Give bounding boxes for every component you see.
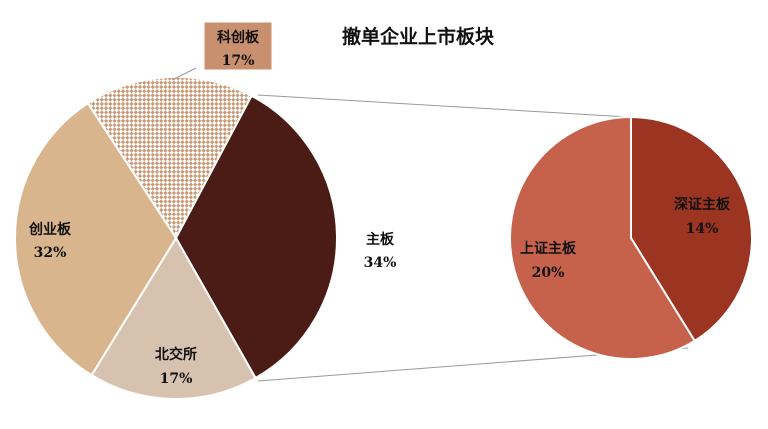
pie-slice [86, 76, 253, 240]
value-label: 17% [222, 53, 255, 69]
value-label: 17% [160, 371, 193, 387]
category-label: 深证主板 [674, 196, 731, 213]
leader-line [171, 67, 197, 81]
label-box [203, 21, 273, 71]
category-label: 北交所 [155, 346, 197, 363]
pie-slice [14, 101, 178, 377]
value-label: 20% [532, 265, 565, 281]
category-label: 上证主板 [520, 240, 577, 257]
pie-slice [90, 236, 257, 400]
value-label: 34% [364, 255, 397, 271]
pie-slice [509, 115, 697, 360]
chart-title: 撤单企业上市板块 [342, 25, 495, 48]
value-label: 32% [34, 245, 67, 261]
category-label: 创业板 [28, 221, 72, 238]
value-label: 14% [686, 221, 719, 237]
category-label: 主板 [366, 231, 395, 248]
pie-slice [630, 115, 753, 343]
category-label: 科创板 [217, 29, 260, 46]
connector [257, 94, 629, 118]
